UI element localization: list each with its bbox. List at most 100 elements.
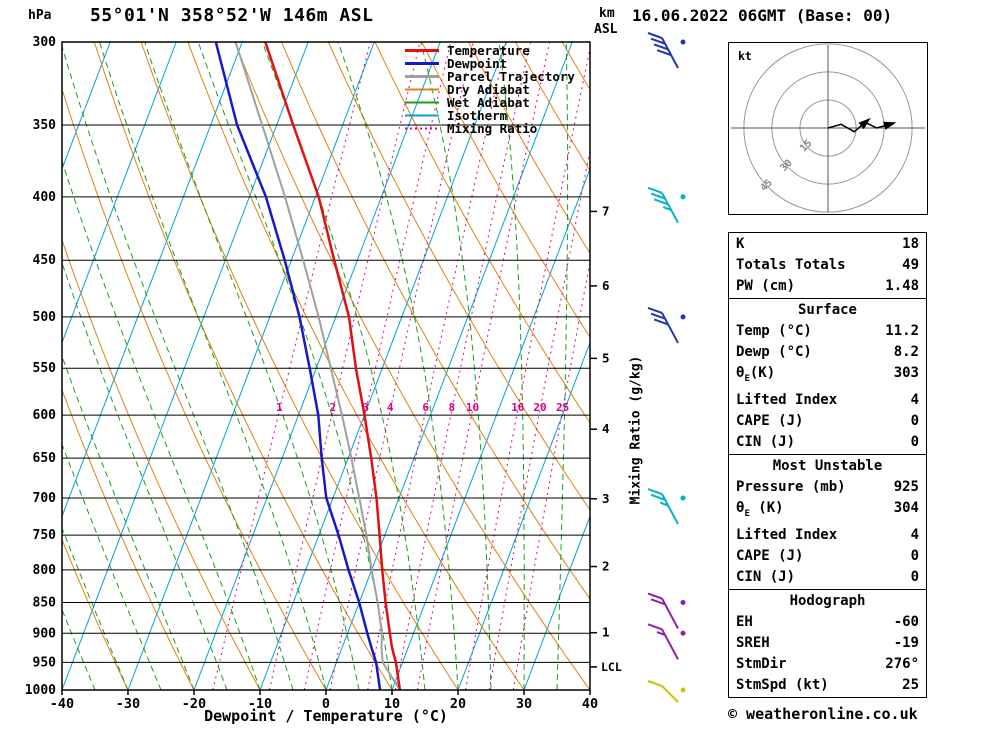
dewpoint-curve <box>214 42 382 690</box>
legend-line-swatch <box>405 114 439 117</box>
mixing-ratio-label: 20 <box>533 401 546 414</box>
pressure-tick-label: 1000 <box>25 683 56 698</box>
x-axis-label: Dewpoint / Temperature (°C) <box>204 707 448 725</box>
dry-adiabat-lines <box>62 42 590 690</box>
km-tick-label: 2 <box>602 559 610 574</box>
legend: Temperature Dewpoint Parcel Trajectory Dry … <box>404 44 575 135</box>
temperature-tick-label: -10 <box>248 696 272 712</box>
km-tick-label: 3 <box>602 491 610 506</box>
km-asl-axis: 7 6 5 4 3 2 1 LCL <box>590 203 622 674</box>
temperature-tick-label: -30 <box>116 696 140 712</box>
index-label: PW (cm) <box>736 278 796 294</box>
table-row: StmSpd (kt) 25 <box>729 675 926 696</box>
isotherm-lines <box>62 42 590 690</box>
index-value: 11.2 <box>885 323 919 339</box>
index-label: SREH <box>736 634 770 651</box>
legend-label: Wet Adiabat <box>447 95 530 110</box>
table-row: StmDir 276° <box>729 654 926 675</box>
legend-item: Dewpoint <box>404 57 575 70</box>
background-lines: 1 2 3 4 6 8 10 16 20 25 <box>62 42 590 690</box>
index-value: 925 <box>893 478 919 495</box>
wind-barb <box>647 186 686 224</box>
hodograph-unit-label: kt <box>738 49 752 63</box>
table-row: K 18 <box>729 234 926 255</box>
legend-item: Isotherm <box>404 109 575 122</box>
wind-barb <box>647 32 686 69</box>
skewt-diagram: 1 2 3 4 6 8 10 16 20 2530035040045050055060065070… <box>25 32 686 712</box>
pressure-gridlines: 300 350 400 450 500 550 600 650 700 750 800 850 900 9… <box>25 35 590 698</box>
pressure-tick-label: 700 <box>33 491 57 506</box>
temperature-tick-label: 30 <box>516 696 532 712</box>
table-row: CIN (J) 0 <box>729 432 926 453</box>
mixing-ratio-label: 6 <box>422 401 429 414</box>
wind-barb <box>647 488 686 525</box>
plot-border <box>61 41 591 691</box>
pressure-tick-label: 400 <box>33 190 57 205</box>
table-row: SREH -19 <box>729 633 926 654</box>
indices-panel: Hodograph EH -60 SREH -19 StmDir 276° StmSpd (k… <box>728 588 927 698</box>
temperature-tick-label: 10 <box>384 696 400 712</box>
pressure-tick-label: 800 <box>33 563 57 578</box>
temperature-tick-label: 40 <box>582 696 598 712</box>
table-row: CIN (J) 0 <box>729 567 926 588</box>
altitude-axis-unit: km <box>599 6 615 21</box>
index-value: 303 <box>893 365 919 381</box>
table-row: Lifted Index 4 <box>729 390 926 411</box>
mixing-ratio-label: 8 <box>448 401 455 414</box>
copyright: © weatheronline.co.uk <box>728 705 918 723</box>
hodograph-trace <box>827 121 890 133</box>
table-row: Dewp (°C) 8.2 <box>729 342 926 363</box>
altitude-axis-ref: ASL <box>594 22 618 37</box>
km-tick-label: 6 <box>602 278 610 293</box>
legend-line-swatch <box>405 49 439 52</box>
index-value: 0 <box>910 412 919 429</box>
index-value: 25 <box>902 676 919 693</box>
index-label: K <box>736 236 745 252</box>
temperature-tick-label: 0 <box>322 696 330 712</box>
lcl-label: LCL <box>601 660 622 674</box>
index-label: θE (K) <box>736 499 784 519</box>
wind-barb <box>647 592 686 629</box>
legend-line-swatch <box>405 62 439 65</box>
wind-barb <box>647 623 686 660</box>
index-label: StmDir <box>736 655 787 672</box>
legend-label: Parcel Trajectory <box>447 69 575 84</box>
pressure-tick-label: 300 <box>33 35 57 50</box>
pressure-tick-label: 650 <box>33 451 57 466</box>
km-tick-label: 1 <box>602 625 610 640</box>
index-label: Totals Totals <box>736 257 846 273</box>
pressure-tick-label: 350 <box>33 118 57 133</box>
table-row: θE(K) 303 <box>729 363 926 390</box>
index-label: Dewp (°C) <box>736 344 812 360</box>
temperature-tick-label: -20 <box>182 696 206 712</box>
panel-header: Surface <box>797 302 857 318</box>
index-value: 276° <box>885 655 919 672</box>
mixing-ratio-label: 10 <box>466 401 479 414</box>
legend-line-swatch <box>405 88 439 91</box>
index-label: Lifted Index <box>736 526 838 543</box>
indices-panel: K 18 Totals Totals 49 PW (cm) 1.48 <box>728 232 927 299</box>
mixing-ratio-label: 16 <box>511 401 525 414</box>
pressure-tick-label: 950 <box>33 655 57 670</box>
index-value: 0 <box>910 433 919 450</box>
mixing-ratio-label: 4 <box>387 401 394 414</box>
table-row: CAPE (J) 0 <box>729 546 926 567</box>
pressure-tick-label: 600 <box>33 408 57 423</box>
index-label: EH <box>736 613 753 630</box>
table-row: Temp (°C) 11.2 <box>729 321 926 342</box>
pressure-tick-label: 450 <box>33 253 57 268</box>
mixing-ratio-label: 3 <box>363 401 370 414</box>
index-label: CAPE (J) <box>736 547 804 564</box>
km-tick-label: 7 <box>602 203 610 218</box>
index-label: StmSpd (kt) <box>736 676 829 693</box>
index-value: 8.2 <box>893 344 919 360</box>
mixing-ratio-axis-label: Mixing Ratio (g/kg) <box>628 355 644 505</box>
index-value: -19 <box>893 634 919 651</box>
legend-label: Dewpoint <box>447 56 508 71</box>
wet-adiabat-lines <box>62 42 569 690</box>
wind-barb <box>647 306 686 344</box>
legend-item: Dry Adiabat <box>404 83 575 96</box>
table-row: CAPE (J) 0 <box>729 411 926 432</box>
km-tick-label: 4 <box>602 421 610 436</box>
